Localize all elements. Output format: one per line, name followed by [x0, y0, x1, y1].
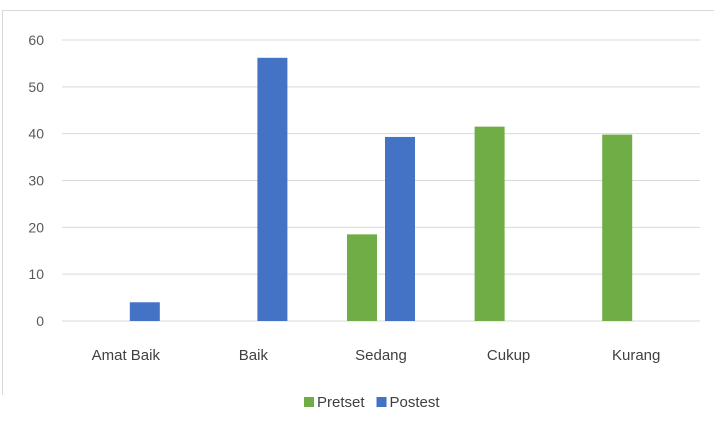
- x-category-label: Sedang: [355, 347, 407, 364]
- y-tick-label: 20: [28, 219, 44, 235]
- legend-label-pretset: Pretset: [317, 394, 365, 411]
- bar-postest-baik: [257, 57, 288, 322]
- legend-swatch-postest: [376, 397, 387, 407]
- bar-pretset-cukup: [474, 126, 505, 322]
- x-axis-categories: Amat Baik Baik Sedang Cukup Kurang: [92, 347, 661, 364]
- y-tick-label: 0: [36, 313, 44, 329]
- bar-pretset-sedang: [347, 234, 377, 321]
- x-category-label: Baik: [239, 347, 269, 364]
- legend-swatch-pretset: [304, 397, 314, 407]
- legend: Pretset Postest: [304, 394, 440, 411]
- bars: [129, 57, 633, 322]
- y-tick-label: 30: [28, 173, 44, 189]
- y-tick-label: 40: [28, 126, 44, 142]
- bar-pretset-kurang: [602, 134, 633, 321]
- legend-label-postest: Postest: [390, 394, 441, 411]
- bar-postest-sedang: [385, 136, 415, 321]
- x-category-label: Kurang: [612, 347, 660, 364]
- y-tick-label: 10: [28, 266, 44, 282]
- y-tick-label: 50: [28, 79, 44, 95]
- y-axis-ticks: 0 10 20 30 40 50 60: [28, 32, 44, 329]
- x-category-label: Amat Baik: [92, 347, 161, 364]
- y-tick-label: 60: [28, 32, 44, 48]
- bar-postest-amat-baik: [129, 302, 160, 321]
- x-category-label: Cukup: [487, 347, 530, 364]
- gridlines: [62, 39, 700, 322]
- chart-frame: [2, 10, 714, 395]
